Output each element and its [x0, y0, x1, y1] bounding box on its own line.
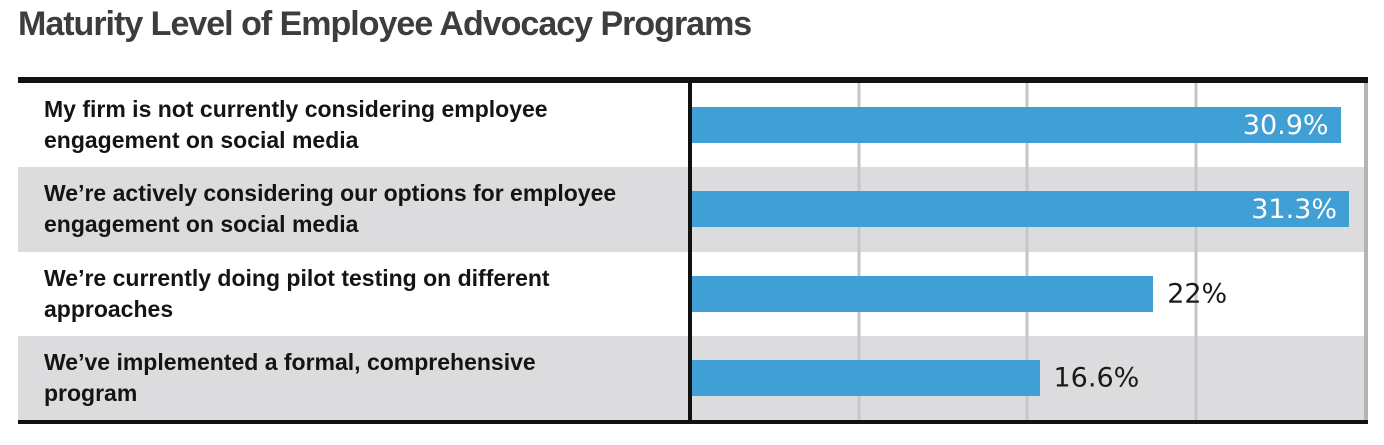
value-label-inside: 30.9%: [1242, 109, 1329, 141]
bar: 31.3%: [690, 191, 1350, 228]
plot-area: 16.6%: [690, 336, 1368, 420]
category-label-cell: We’ve implemented a formal, comprehensiv…: [18, 336, 690, 420]
bar: 30.9%: [690, 107, 1341, 144]
category-axis-line: [688, 83, 692, 420]
bar-chart: My firm is not currently considering emp…: [18, 77, 1368, 424]
value-label-inside: 31.3%: [1251, 193, 1338, 225]
bar: [690, 359, 1040, 396]
plot-area: 22%: [690, 252, 1368, 336]
category-label-cell: We’re currently doing pilot testing on d…: [18, 252, 690, 336]
category-label-cell: My firm is not currently considering emp…: [18, 83, 690, 167]
category-label: My firm is not currently considering emp…: [44, 96, 548, 154]
chart-row: We’ve implemented a formal, comprehensiv…: [18, 335, 1368, 420]
plot-area: 30.9%: [690, 83, 1368, 167]
chart-title: Maturity Level of Employee Advocacy Prog…: [18, 5, 752, 43]
value-label-outside: 16.6%: [1053, 362, 1140, 394]
chart-row: We’re actively considering our options f…: [18, 167, 1368, 252]
chart-row: We’re currently doing pilot testing on d…: [18, 252, 1368, 336]
category-label: We’ve implemented a formal, comprehensiv…: [44, 348, 536, 406]
value-label-outside: 22%: [1167, 278, 1228, 310]
chart-row: My firm is not currently considering emp…: [18, 83, 1368, 167]
plot-area: 31.3%: [690, 167, 1368, 251]
category-label-cell: We’re actively considering our options f…: [18, 167, 690, 251]
bar: [690, 275, 1154, 312]
category-label: We’re actively considering our options f…: [44, 180, 617, 238]
chart-rows: My firm is not currently considering emp…: [18, 83, 1368, 420]
category-label: We’re currently doing pilot testing on d…: [44, 264, 550, 322]
